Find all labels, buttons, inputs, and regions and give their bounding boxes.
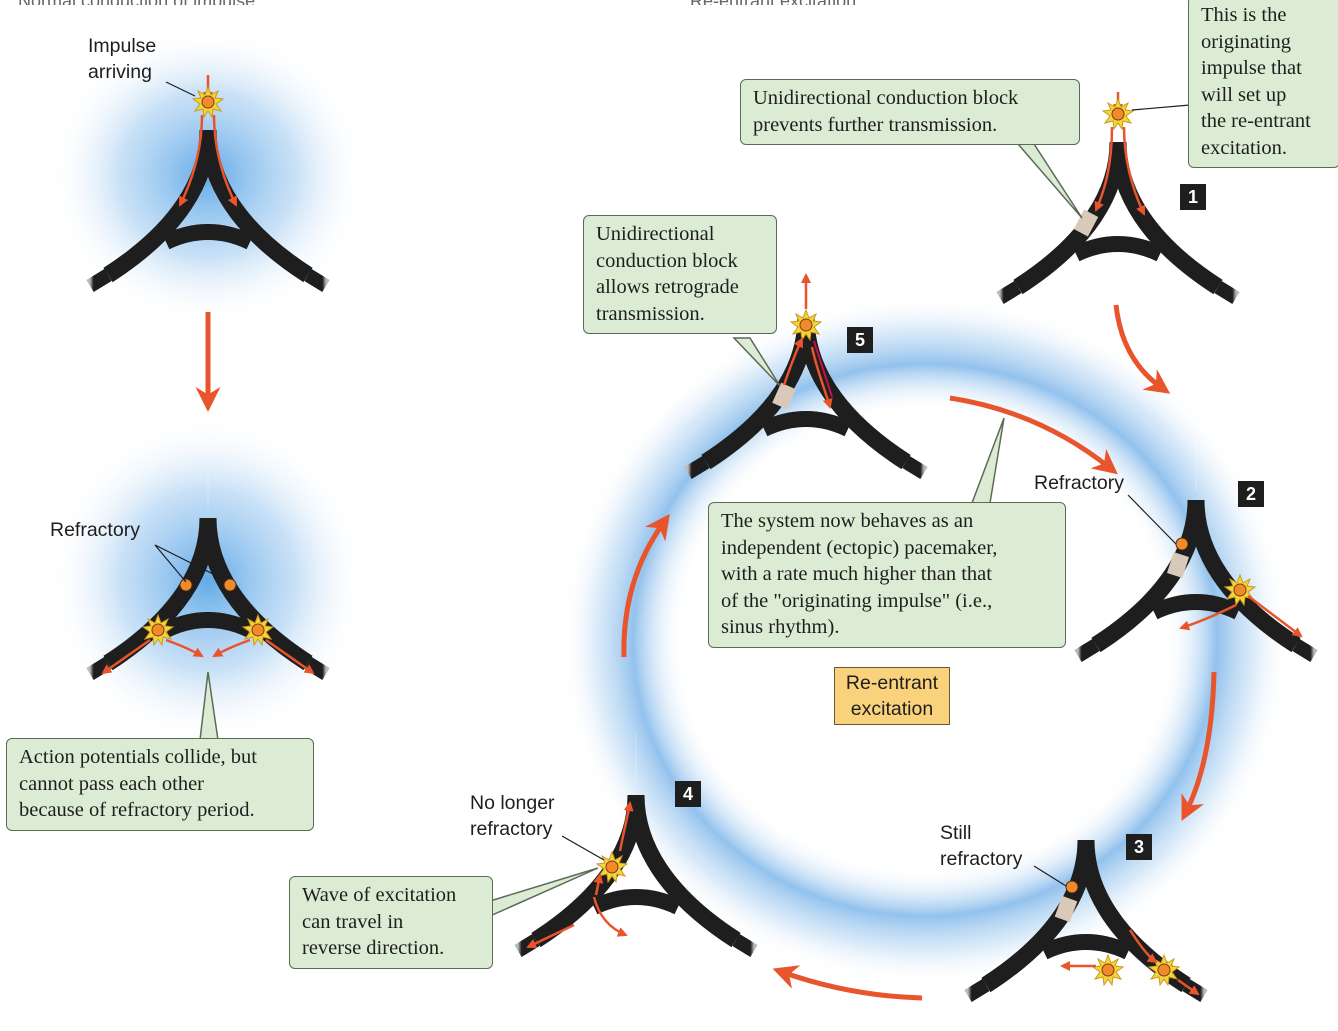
top-strip-right: Re-entrant excitation [690,0,1020,5]
impulse-arriving-label: Impulse arriving [88,35,157,83]
fiber-step-4 [518,733,754,951]
reentrant-excitation-box: Re-entrant excitation [834,667,950,725]
top-strip-left: Normal conduction of impulse [18,0,578,5]
allows-callout: Unidirectional conduction block allows r… [583,215,777,334]
refractory-label-left: Refractory [50,519,140,541]
arrow-3-to-4 [772,965,923,1001]
leader-refractory-2 [1127,494,1177,545]
collide-callout: Action potentials collide, but cannot pa… [6,738,314,831]
step-badge-4: 4 [675,781,701,807]
still-refractory-label: Still refractory [940,822,1023,870]
fiber-normal-bottom [90,456,326,674]
leader-still-refractory [1033,865,1067,887]
fiber-step-1 [1000,80,1236,298]
arrow-4-to-5 [621,513,670,658]
pointer-prevents [1016,143,1083,219]
step-badge-3: 3 [1126,834,1152,860]
pointer-allows [732,337,781,387]
fiber-step-3 [968,778,1204,996]
fiber-step-2 [1078,438,1314,656]
arrow-2-to-3 [1181,671,1217,821]
originating-callout: This is the originating impulse that wil… [1188,0,1338,168]
leader-no-longer [561,835,605,861]
glow-left-bottom [48,415,368,745]
step-badge-5: 5 [847,327,873,353]
fiber-normal-top [90,68,326,286]
step-badge-2: 2 [1238,481,1264,507]
no-longer-refractory-label: No longer refractory [470,792,555,840]
refractory-label-2: Refractory [1034,472,1124,494]
prevents-callout: Unidirectional conduction block prevents… [740,79,1080,145]
arrow-1-to-2 [1113,304,1171,394]
leader-refractory-b [154,544,226,581]
ectopic-callout: The system now behaves as an independent… [708,502,1066,648]
leader-originating [1131,104,1191,111]
arrow-5-to-2 [949,395,1118,475]
step-badge-1: 1 [1180,184,1206,210]
leader-impulse [165,81,196,97]
fiber-step-5 [688,255,924,473]
leader-refractory-a [154,544,187,583]
reverse-callout: Wave of excitation can travel in reverse… [289,876,493,969]
